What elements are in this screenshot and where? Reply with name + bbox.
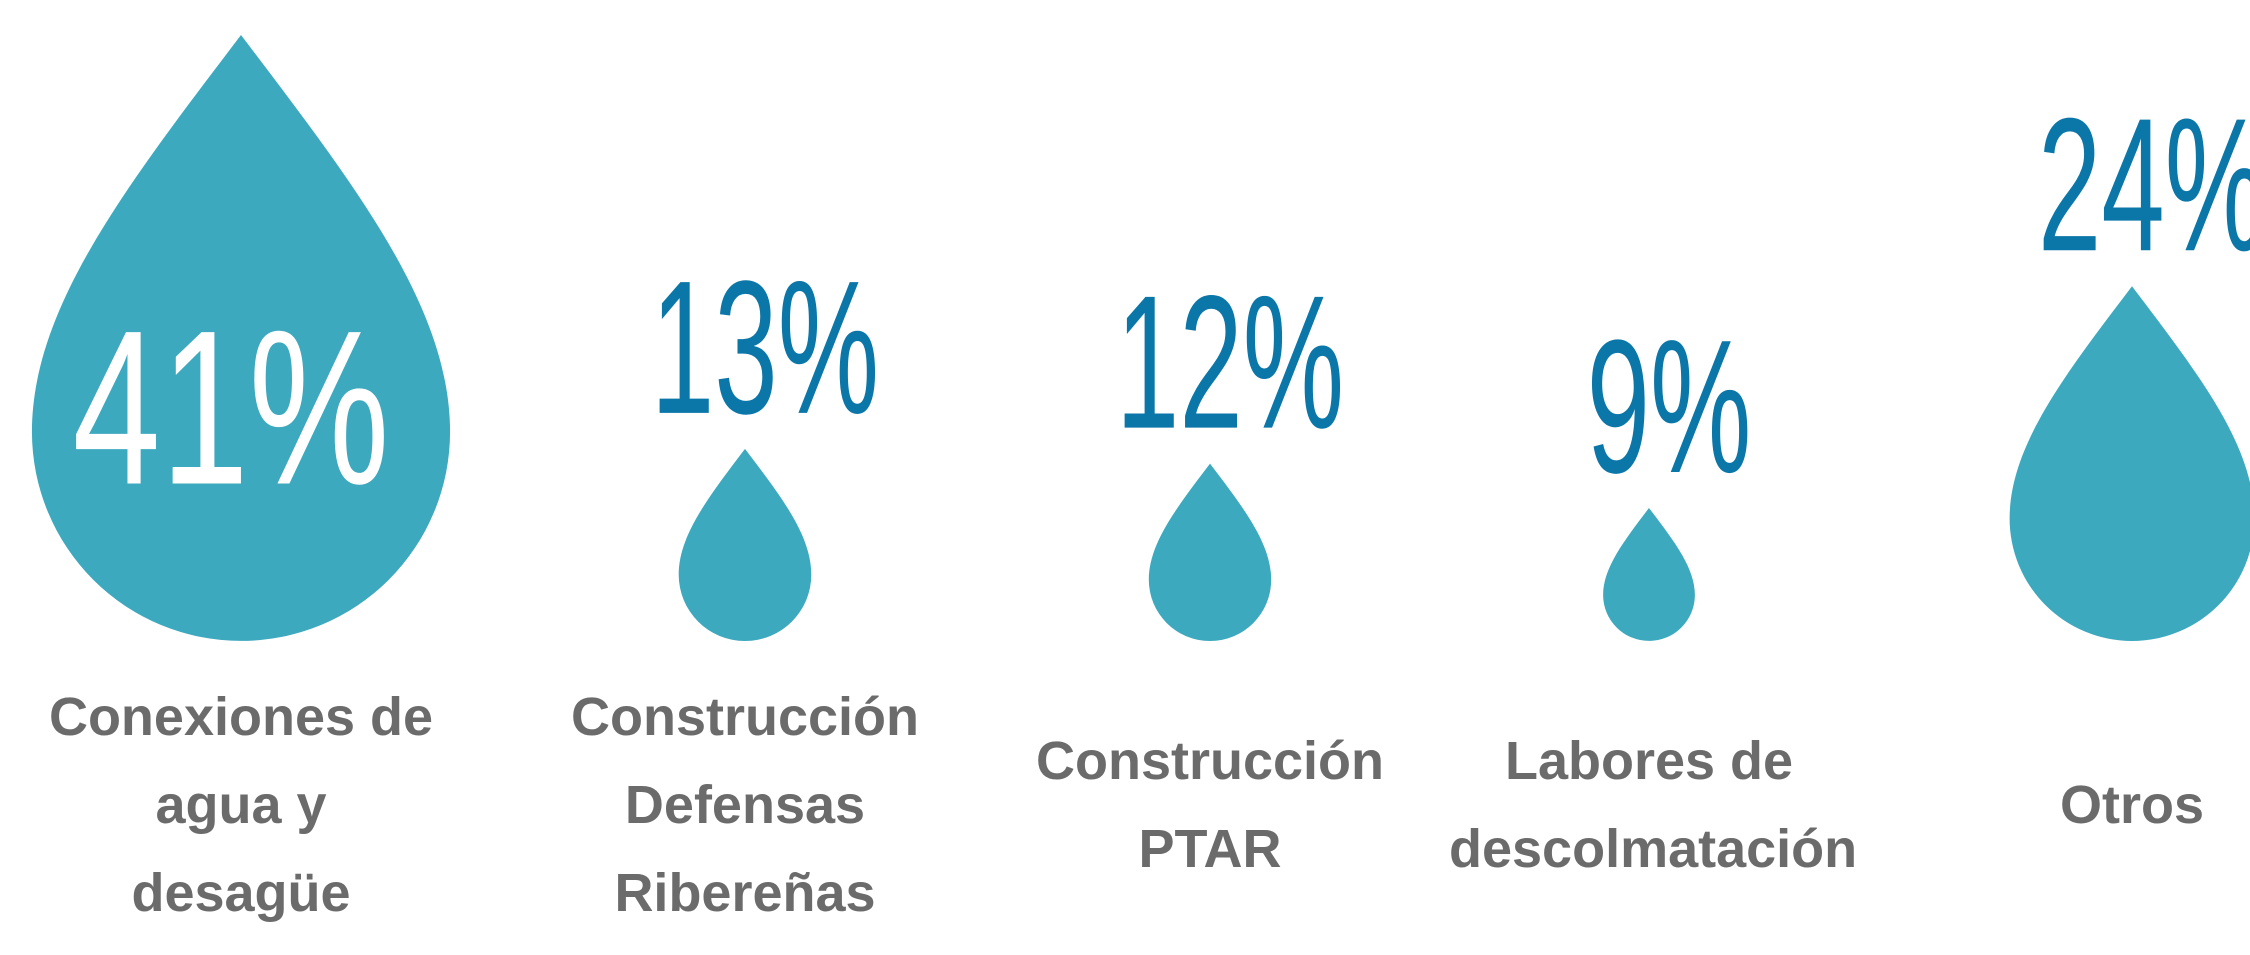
category-label: Labores de descolmatación <box>1449 731 1858 879</box>
drop <box>678 448 812 641</box>
value-label: 9% <box>1587 301 1752 513</box>
drop <box>1603 507 1695 641</box>
drop <box>2009 286 2250 642</box>
value-label: 13% <box>651 242 879 454</box>
category-label: Otros <box>2059 775 2205 835</box>
drop <box>1148 463 1272 642</box>
category-label: Construcción PTAR <box>1035 731 1385 879</box>
category-label: Conexiones de agua y desagüe <box>48 687 434 923</box>
drop <box>31 35 451 641</box>
value-label: 41% <box>72 284 389 531</box>
value-label: 12% <box>1116 257 1344 469</box>
value-label: 24% <box>2038 79 2250 291</box>
category-label: Construcción Defensas Ribereñas <box>570 687 920 923</box>
